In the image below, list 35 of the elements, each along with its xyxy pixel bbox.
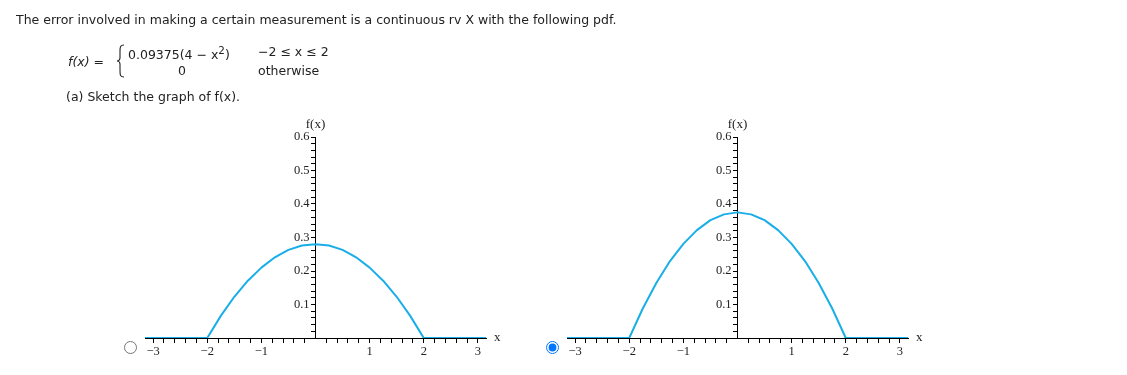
x-tick-label: −1 bbox=[254, 343, 269, 358]
y-tick-label: 0.6 bbox=[293, 129, 310, 144]
y-tick-label: 0.6 bbox=[715, 129, 732, 144]
y-tick-label: 0.5 bbox=[715, 162, 732, 177]
x-tick-label: −2 bbox=[622, 343, 636, 358]
y-tick-label: 0.5 bbox=[293, 162, 310, 177]
x-tick-label: 2 bbox=[420, 343, 427, 358]
y-tick-label: 0.1 bbox=[715, 296, 732, 311]
x-tick-label: −3 bbox=[568, 343, 582, 358]
text: −2 ≤ x ≤ 2 bbox=[258, 44, 329, 59]
x-tick-label: 1 bbox=[788, 343, 795, 358]
x-tick-label: 2 bbox=[842, 343, 849, 358]
y-tick-label: 0.3 bbox=[293, 229, 310, 244]
y-tick-label: 0.3 bbox=[715, 229, 732, 244]
x-tick-label: −2 bbox=[200, 343, 214, 358]
x-tick-label: 3 bbox=[896, 343, 904, 358]
y-tick-label: 0.2 bbox=[715, 263, 732, 278]
text: The error involved in making a certain measurement is a continuous rv X with the following pdf. bbox=[16, 12, 617, 27]
y-tick-label: 0.2 bbox=[293, 263, 310, 278]
y-axis-title: f(x) bbox=[305, 115, 326, 131]
text: (a) Sketch the graph of f(x). bbox=[66, 89, 241, 104]
text: 0.09375(4 − x$^{2}$) bbox=[128, 44, 230, 63]
x-tick-label: −1 bbox=[676, 343, 691, 358]
x-tick-label: 1 bbox=[366, 343, 373, 358]
y-axis-title: f(x) bbox=[727, 115, 748, 131]
x-tick-label: −3 bbox=[146, 343, 160, 358]
x-tick-label: 3 bbox=[474, 343, 482, 358]
text: 0 bbox=[178, 63, 186, 78]
x-axis-title: x bbox=[494, 329, 501, 345]
x-axis-title: x bbox=[916, 329, 923, 345]
text: f(x) = bbox=[68, 54, 104, 69]
y-tick-label: 0.1 bbox=[293, 296, 310, 311]
text: otherwise bbox=[258, 63, 320, 78]
y-tick-label: 0.4 bbox=[715, 196, 733, 211]
y-tick-label: 0.4 bbox=[293, 196, 311, 211]
